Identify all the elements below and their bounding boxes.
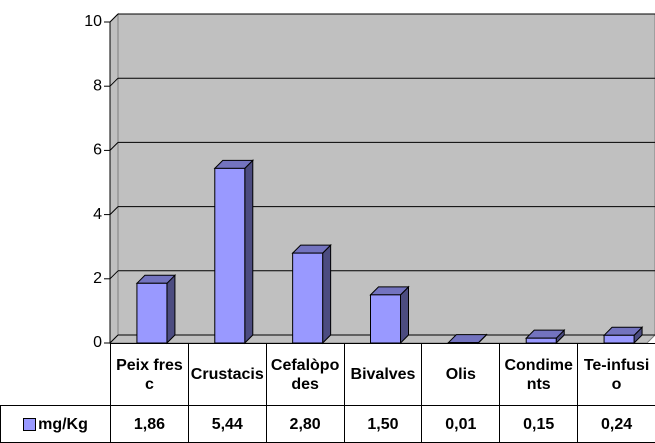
cell-text: 0,01 [445,415,477,433]
side-wall [109,12,119,345]
table-category: Olis [421,343,501,406]
y-tick-label: 6 [93,142,102,159]
bar-side [400,285,409,345]
table-value: 1,86 [110,405,189,443]
table-category: Bivalves [343,343,423,406]
bar [525,337,557,344]
cell-text: mg/Kg [38,415,88,433]
y-tick-label: 8 [93,77,102,94]
bar-side [244,159,254,345]
grid-line-side [109,334,119,344]
cell-text: Condiments [504,356,573,393]
table-category: Peix fresc [110,343,189,406]
cell-text: Te-infusio [583,356,650,393]
table-category: Te-infusio [577,343,655,406]
cell-text: 5,44 [211,415,243,433]
table-value: 1,50 [343,405,423,443]
table-value: 0,01 [421,405,501,443]
cell-text: 0,24 [600,415,633,433]
table-value: 0,15 [499,405,579,443]
table-value: 2,80 [265,405,345,443]
legend-cell: mg/Kg [0,405,111,443]
grid-line-side [109,13,119,23]
table-category: Crustacis [187,343,267,406]
cell-text: 1,86 [133,415,165,433]
cell-text: Bivalves [350,366,416,383]
table-category: Condiments [499,343,579,406]
legend-key [23,417,37,431]
bar [603,334,635,344]
cell-text: Cefalòpodes [270,356,340,393]
bar-side [166,274,176,345]
bar [136,282,168,344]
grid-line-side [109,206,119,215]
y-tick-label: 0 [93,334,102,351]
bar [292,252,324,344]
cell-text: 1,50 [367,415,399,433]
y-tick-label: 10 [84,13,102,30]
cell-text: Peix fresc [116,356,183,393]
grid-line-side [109,142,119,151]
y-tick-label: 2 [93,270,102,287]
cell-text: Crustacis [190,366,264,383]
cell-text: 2,80 [289,415,321,433]
y-tick-label: 4 [93,206,102,223]
cell-text: Olis [445,366,476,383]
bar [214,167,246,344]
table-category: Cefalòpodes [265,343,345,406]
table-value: 5,44 [187,405,267,443]
bar [370,294,401,344]
bar-side [322,243,332,345]
cell-text: 0,15 [523,415,555,433]
grid-line-side [109,77,119,87]
grid-line-side [109,270,119,280]
table-value: 0,24 [577,405,655,443]
